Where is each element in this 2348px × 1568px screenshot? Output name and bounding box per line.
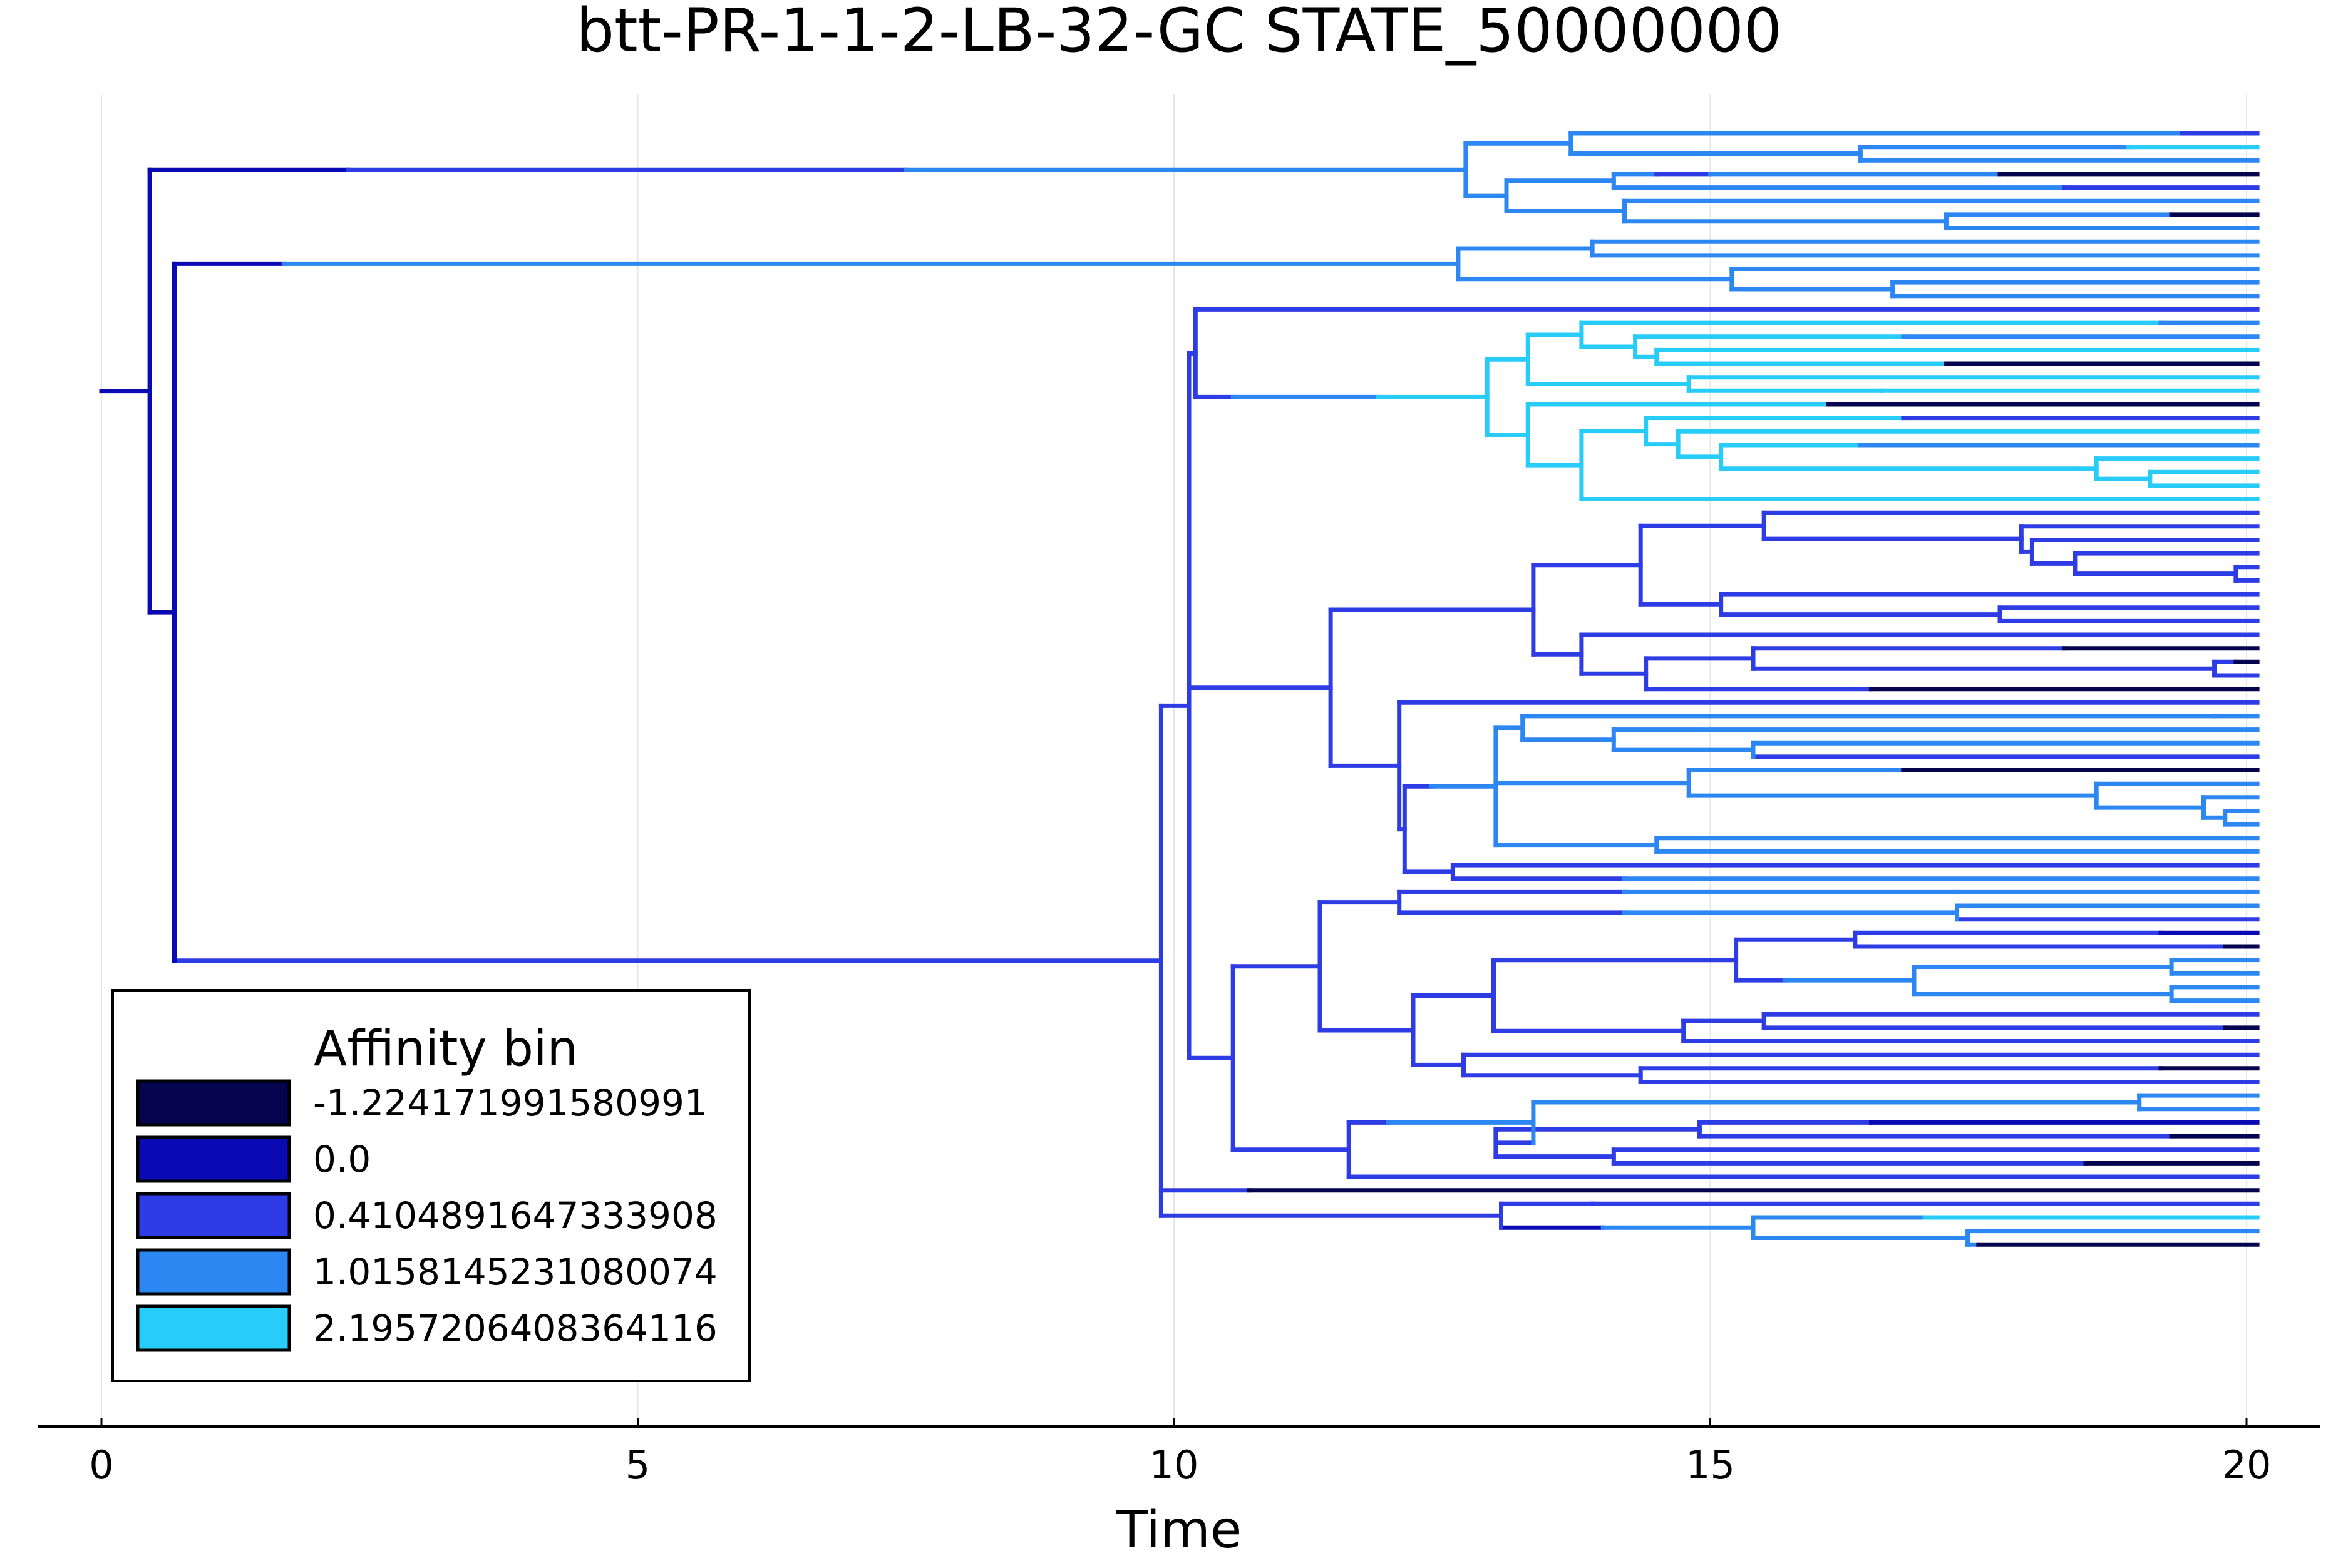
x-tick-label-4: 20 [2222, 1442, 2272, 1488]
legend-label-2: 0.4104891647333908 [313, 1194, 718, 1237]
x-ticks: 0 5 10 15 20 [89, 1418, 2271, 1488]
legend-label-1: 0.0 [313, 1138, 371, 1181]
legend-label-4: 2.1957206408364116 [313, 1307, 718, 1350]
x-axis: 0 5 10 15 20 [38, 1418, 2320, 1488]
legend-swatch-2 [136, 1192, 291, 1239]
legend-swatch-0 [136, 1079, 291, 1127]
x-axis-label: Time [1116, 1500, 1242, 1560]
chart-title: btt-PR-1-1-2-LB-32-GC STATE_50000000 [576, 0, 1782, 66]
x-tick-label-0: 0 [89, 1442, 113, 1488]
legend-label-0: -1.224171991580991 [313, 1082, 708, 1124]
legend-swatch-1 [136, 1135, 291, 1183]
legend-label-3: 1.0158145231080074 [313, 1251, 718, 1293]
legend-title: Affinity bin [314, 1021, 578, 1077]
x-tick-label-3: 15 [1686, 1442, 1735, 1488]
legend-swatch-3 [136, 1248, 291, 1296]
x-tick-label-2: 10 [1150, 1442, 1199, 1488]
tree-branches [99, 131, 2260, 1247]
legend: Affinity bin -1.224171991580991 0.0 0.4104… [111, 989, 751, 1382]
x-tick-label-1: 5 [626, 1442, 650, 1488]
legend-swatch-4 [136, 1304, 291, 1352]
legend-entries: -1.224171991580991 0.0 0.4104891647333908 1… [136, 1079, 718, 1352]
